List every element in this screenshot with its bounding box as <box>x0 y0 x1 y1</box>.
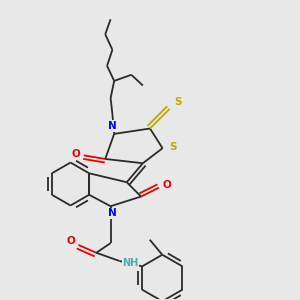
Text: N: N <box>108 208 117 218</box>
Text: O: O <box>71 148 80 159</box>
Text: O: O <box>66 236 75 246</box>
Text: S: S <box>169 142 177 152</box>
Text: O: O <box>163 180 171 190</box>
Text: N: N <box>108 121 117 131</box>
Text: S: S <box>174 98 181 107</box>
Text: NH: NH <box>122 258 138 268</box>
